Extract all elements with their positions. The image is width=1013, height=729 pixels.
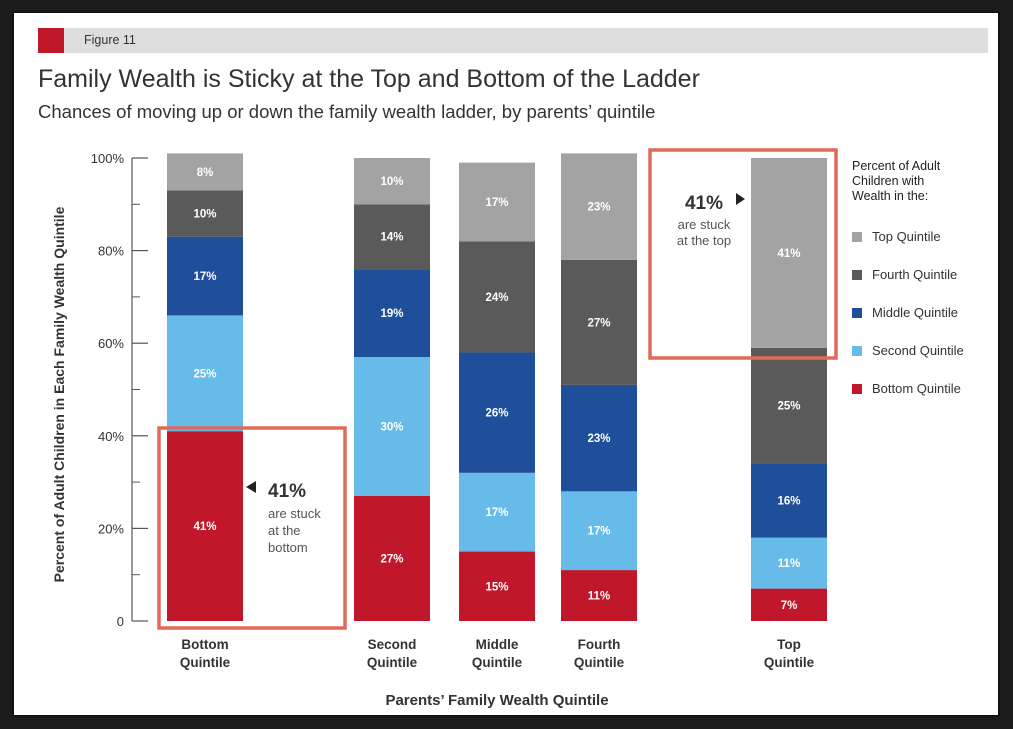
- bar-segment: [354, 495, 430, 621]
- chart-subtitle: Chances of moving up or down the family …: [38, 101, 656, 122]
- bar-segment: [167, 236, 243, 316]
- data-label: 24%: [485, 292, 508, 304]
- legend-swatch: [852, 270, 862, 280]
- bar-segment: [561, 153, 637, 260]
- data-label: 26%: [485, 408, 508, 420]
- data-label: 7%: [781, 600, 798, 612]
- legend-label: Middle Quintile: [872, 305, 958, 320]
- bar-segment: [751, 158, 827, 348]
- y-tick-label: 100%: [91, 151, 125, 166]
- bar-segment: [459, 472, 535, 552]
- legend-swatch: [852, 346, 862, 356]
- x-tick-label: Quintile: [180, 655, 231, 670]
- bar-segment: [751, 588, 827, 621]
- data-label: 17%: [193, 271, 216, 283]
- data-label: 10%: [380, 176, 403, 188]
- stacked-bar-chart: 0 20% 40% 60% 80% 100% Percent of Adult Childr…: [51, 148, 964, 709]
- legend-label: Second Quintile: [872, 343, 964, 358]
- legend-title: Percent of Adult: [852, 159, 941, 173]
- legend-swatch: [852, 308, 862, 318]
- y-axis-label: Percent of Adult Children in Each Family…: [51, 206, 67, 582]
- data-label: 23%: [587, 433, 610, 445]
- bar-segment: [354, 269, 430, 358]
- data-label: 25%: [193, 368, 216, 380]
- callout-value: 41%: [685, 193, 723, 214]
- chart-title: Family Wealth is Sticky at the Top and B…: [38, 65, 700, 93]
- x-tick-label: Bottom: [181, 637, 228, 652]
- y-tick-label: 20%: [98, 521, 124, 536]
- y-tick-label: 40%: [98, 429, 124, 444]
- x-tick-label: Quintile: [764, 655, 815, 670]
- bar-segment: [561, 570, 637, 621]
- data-label: 41%: [777, 248, 800, 260]
- data-label: 19%: [380, 308, 403, 320]
- data-label: 11%: [778, 558, 800, 570]
- x-tick-label: Quintile: [574, 655, 625, 670]
- bar-segment: [354, 204, 430, 270]
- y-tick-label: 80%: [98, 244, 124, 259]
- data-label: 41%: [193, 521, 216, 533]
- bar-segment: [561, 491, 637, 571]
- bar-segment: [167, 153, 243, 191]
- x-tick-label: Quintile: [367, 655, 418, 670]
- x-tick-label: Fourth: [578, 637, 621, 652]
- figure-panel: Figure 11 Family Wealth is Sticky at the…: [12, 11, 1000, 717]
- data-label: 25%: [777, 401, 800, 413]
- data-label: 27%: [380, 553, 403, 565]
- bar-segment: [354, 158, 430, 205]
- legend-label: Bottom Quintile: [872, 381, 961, 396]
- data-label: 11%: [588, 591, 610, 603]
- bar-segment: [561, 384, 637, 492]
- data-label: 10%: [193, 209, 216, 221]
- callout-pointer-icon: [736, 193, 745, 205]
- bar-segment: [751, 463, 827, 538]
- data-label: 14%: [380, 232, 403, 244]
- callout-pointer-icon: [246, 481, 256, 493]
- data-label: 15%: [485, 581, 508, 593]
- bar-segment: [459, 241, 535, 353]
- bar-segment: [459, 352, 535, 473]
- bar-segment: [459, 551, 535, 621]
- legend-swatch: [852, 232, 862, 242]
- figure-label: Figure 11: [84, 33, 136, 47]
- data-label: 16%: [777, 496, 800, 508]
- callout-text: are stuck: [678, 217, 731, 232]
- legend-label: Top Quintile: [872, 229, 941, 244]
- bar-segment: [167, 190, 243, 237]
- figure-label-band: Figure 11: [38, 28, 988, 53]
- callout-text: at the top: [677, 233, 731, 248]
- legend-title: Children with: [852, 174, 924, 188]
- x-tick-label: Second: [368, 637, 417, 652]
- legend-title: Wealth in the:: [852, 189, 928, 203]
- data-label: 23%: [587, 202, 610, 214]
- callout-text: at the: [268, 523, 301, 538]
- bar-segment: [459, 162, 535, 242]
- figure-color-swatch: [38, 28, 64, 53]
- legend-swatch: [852, 384, 862, 394]
- bar-segment: [751, 347, 827, 464]
- legend-label: Fourth Quintile: [872, 267, 957, 282]
- data-label: 17%: [485, 507, 508, 519]
- bar-segment: [561, 259, 637, 385]
- x-tick-label: Quintile: [472, 655, 523, 670]
- bar-segment: [167, 431, 243, 621]
- callout-text: bottom: [268, 540, 308, 555]
- data-label: 8%: [197, 167, 214, 179]
- x-axis-label: Parents’ Family Wealth Quintile: [385, 692, 608, 709]
- bar-segment: [167, 315, 243, 432]
- bar-segment: [354, 357, 430, 496]
- data-label: 30%: [380, 422, 403, 434]
- data-label: 27%: [587, 317, 610, 329]
- x-tick-label: Middle: [476, 637, 519, 652]
- callout-box: [648, 148, 838, 360]
- callout-box: [157, 426, 347, 630]
- bar-segment: [751, 537, 827, 589]
- callout-value: 41%: [268, 481, 306, 502]
- data-label: 17%: [587, 526, 610, 538]
- callout-text: are stuck: [268, 506, 321, 521]
- y-tick-label: 0: [117, 614, 124, 629]
- data-label: 17%: [485, 197, 508, 209]
- y-tick-label: 60%: [98, 336, 124, 351]
- x-tick-label: Top: [777, 637, 801, 652]
